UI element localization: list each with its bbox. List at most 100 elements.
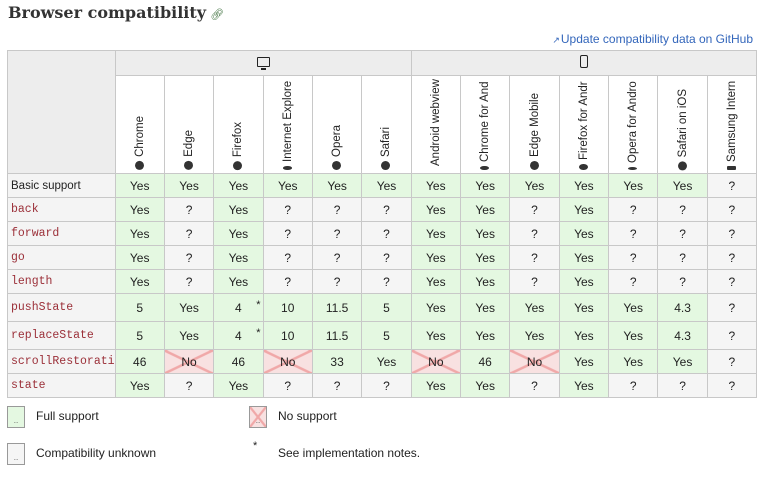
support-cell: ?	[706, 221, 757, 246]
support-value: No	[428, 354, 444, 369]
support-value: 5	[383, 328, 390, 343]
support-value: 33	[330, 354, 344, 369]
browser-header-label-wrap: Edge	[183, 128, 195, 172]
support-cell: Yes	[311, 173, 363, 198]
support-cell: Yes	[608, 321, 659, 350]
support-value: ?	[728, 250, 736, 265]
feature-name[interactable]: back	[7, 197, 116, 222]
support-cell: Yes	[114, 221, 165, 246]
feature-name[interactable]: pushState	[7, 293, 116, 322]
support-cell[interactable]: 4 *	[213, 293, 264, 322]
support-value: Yes	[475, 300, 495, 315]
legend-notes-label: See implementation notes.	[278, 446, 421, 460]
section-title: Browser compatibility 🔗︎	[8, 3, 224, 22]
support-cell: ?	[262, 269, 313, 294]
support-value: Yes	[426, 202, 446, 217]
support-cell: Yes	[459, 245, 511, 270]
support-cell: Yes	[558, 173, 610, 198]
feature-name[interactable]: state	[7, 373, 116, 398]
permalink-icon[interactable]: 🔗︎	[210, 8, 225, 21]
support-value: 4	[235, 300, 242, 315]
support-cell: ?	[311, 373, 363, 398]
browser-header-label-wrap: Internet Explore	[282, 79, 294, 173]
support-value: 4.3	[674, 300, 691, 315]
browser-name: Chrome	[133, 116, 146, 157]
browser-name: Chrome for And	[479, 81, 492, 162]
edge-icon	[530, 161, 540, 170]
note-marker: *	[256, 327, 261, 339]
table-corner	[7, 50, 116, 174]
support-value: Yes	[475, 378, 495, 393]
support-value: ?	[284, 202, 292, 217]
support-cell: ?	[262, 245, 313, 270]
support-value: Yes	[524, 300, 545, 315]
support-cell: Yes	[459, 293, 511, 322]
support-value: ?	[728, 300, 736, 315]
support-cell: Yes	[213, 197, 264, 222]
support-value: ?	[531, 226, 538, 241]
support-value: ?	[383, 274, 390, 289]
browser-header-label-wrap: Opera for Andro	[627, 79, 639, 173]
support-cell: ?	[657, 269, 708, 294]
support-cell: ?	[706, 349, 757, 374]
support-cell: Yes	[558, 221, 610, 246]
feature-name[interactable]: length	[7, 269, 116, 294]
support-cell: Yes	[558, 373, 610, 398]
browser-name: Samsung Intern	[725, 81, 738, 163]
support-value: 10	[281, 300, 295, 315]
support-value: Yes	[475, 202, 495, 217]
browser-header-2: Firefox	[213, 75, 264, 174]
support-value: ?	[728, 202, 736, 217]
feature-name[interactable]: forward	[7, 221, 116, 246]
firefox-icon	[233, 161, 243, 170]
support-value: Yes	[623, 178, 643, 193]
support-value: Yes	[574, 226, 594, 241]
table-row: length Yes? Yes??? Yes Yes? Yes???	[7, 269, 757, 294]
support-value: Yes	[426, 274, 446, 289]
support-cell: Yes	[509, 293, 560, 322]
support-cell: Yes	[558, 269, 610, 294]
feature-name[interactable]: replaceState	[7, 321, 116, 350]
browser-header-label-wrap: Chrome for And	[479, 79, 491, 173]
support-value: ?	[679, 378, 686, 393]
support-cell: Yes	[459, 373, 511, 398]
browser-name: Opera for Andro	[627, 81, 640, 163]
support-cell: Yes	[459, 221, 511, 246]
support-value: Yes	[129, 274, 150, 289]
support-value: Yes	[574, 250, 594, 265]
safari-icon	[678, 161, 688, 170]
support-cell: Yes	[459, 173, 511, 198]
support-value: ?	[629, 274, 637, 289]
browser-header-label-wrap: Firefox for Andr	[578, 79, 590, 173]
support-cell: ?	[706, 173, 757, 198]
support-cell: Yes	[410, 173, 462, 198]
browser-header-8: Edge Mobile	[509, 75, 560, 174]
opera-icon	[628, 166, 638, 170]
support-value: ?	[531, 378, 538, 393]
support-cell: Yes	[410, 373, 462, 398]
support-value: Yes	[376, 354, 397, 369]
support-cell: ?	[509, 245, 560, 270]
support-cell: ?	[706, 293, 757, 322]
browser-name: Opera	[331, 125, 344, 157]
support-cell: ?	[361, 373, 412, 398]
support-cell: ?	[311, 269, 363, 294]
browser-header-label-wrap: Firefox	[232, 120, 244, 173]
support-cell[interactable]: 4 *	[213, 321, 264, 350]
support-cell: ?	[361, 269, 412, 294]
support-value: ?	[333, 226, 341, 241]
update-github-link[interactable]: ↗Update compatibility data on GitHub	[552, 32, 753, 46]
support-cell: No	[262, 349, 313, 374]
browser-name: Firefox	[232, 121, 245, 157]
browser-header-7: Chrome for And	[459, 75, 511, 174]
support-value: Yes	[574, 354, 594, 369]
browser-header-12: Samsung Intern	[706, 75, 757, 174]
feature-name[interactable]: go	[7, 245, 116, 270]
browser-name: Internet Explore	[281, 81, 294, 163]
support-value: Yes	[574, 202, 594, 217]
support-value: ?	[284, 378, 292, 393]
support-cell: 11.5	[311, 293, 363, 322]
support-value: Yes	[426, 378, 446, 393]
platform-desktop	[114, 50, 412, 76]
feature-name[interactable]: scrollRestorati	[7, 349, 116, 374]
